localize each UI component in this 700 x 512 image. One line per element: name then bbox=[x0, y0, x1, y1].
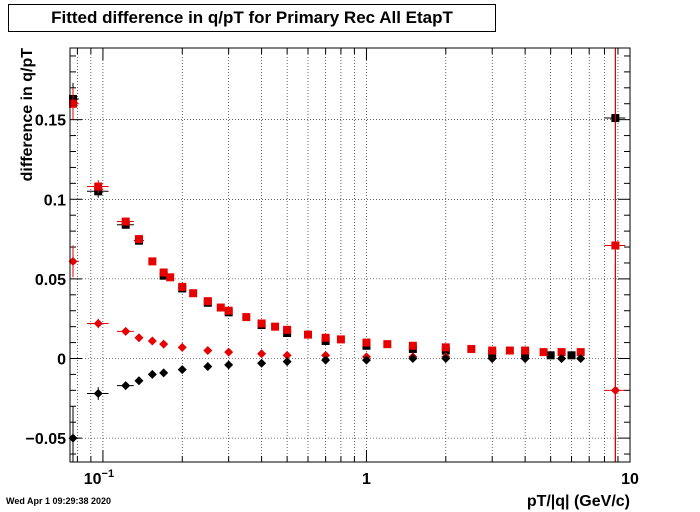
data-point-square bbox=[546, 351, 555, 360]
series-3 bbox=[68, 354, 586, 462]
data-point-diamond bbox=[441, 354, 451, 363]
data-point-diamond bbox=[257, 358, 267, 368]
data-point-diamond bbox=[576, 354, 586, 363]
series-1 bbox=[69, 48, 626, 462]
plot-frame bbox=[69, 47, 631, 463]
data-point-diamond bbox=[93, 389, 103, 399]
y-axis-ticks: −0.05 0 0.05 0.1 0.15 bbox=[26, 55, 630, 455]
data-point-diamond bbox=[147, 336, 157, 346]
data-point-square bbox=[467, 344, 476, 353]
x-axis-title: pT/|q| (GeV/c) bbox=[527, 493, 630, 510]
data-point-diamond bbox=[610, 385, 620, 395]
data-point-diamond bbox=[257, 349, 267, 359]
data-point-diamond bbox=[159, 368, 169, 378]
data-point-square bbox=[148, 257, 157, 266]
data-point-square bbox=[94, 182, 103, 191]
data-point-square bbox=[224, 306, 233, 315]
data-point-square bbox=[283, 325, 292, 334]
data-point-square bbox=[69, 99, 78, 108]
data-point-square bbox=[539, 348, 548, 357]
data-point-diamond bbox=[361, 355, 371, 365]
data-point-diamond bbox=[203, 346, 213, 356]
data-point-square bbox=[488, 346, 497, 355]
data-point-diamond bbox=[487, 354, 497, 363]
data-point-diamond bbox=[224, 360, 234, 370]
data-point-diamond bbox=[93, 318, 103, 328]
y-tick-label: 0.05 bbox=[35, 272, 66, 289]
data-point-square bbox=[303, 330, 312, 339]
data-point-square bbox=[203, 297, 212, 306]
data-point-diamond bbox=[68, 433, 78, 443]
data-series bbox=[68, 48, 626, 462]
data-point-diamond bbox=[321, 350, 331, 360]
data-point-square bbox=[336, 335, 345, 344]
data-point-square bbox=[576, 348, 585, 357]
data-point-square bbox=[383, 340, 392, 349]
data-point-diamond bbox=[134, 333, 144, 343]
data-point-square bbox=[408, 341, 417, 350]
x-tick-label: 1 bbox=[362, 471, 371, 488]
y-tick-label: 0 bbox=[57, 352, 66, 369]
data-point-square bbox=[134, 235, 143, 244]
data-point-square bbox=[557, 348, 566, 357]
data-point-diamond bbox=[177, 365, 187, 375]
data-point-square bbox=[189, 289, 198, 298]
data-point-square bbox=[321, 333, 330, 342]
y-tick-label: −0.05 bbox=[26, 431, 67, 448]
y-axis-title: difference in q/pT bbox=[19, 48, 36, 182]
chart-title: Fitted difference in q/pT for Primary Re… bbox=[8, 4, 496, 32]
data-point-diamond bbox=[408, 354, 418, 363]
data-point-diamond bbox=[134, 376, 144, 386]
data-point-diamond bbox=[159, 339, 169, 349]
x-tick-label: 10 bbox=[621, 471, 639, 488]
data-point-square bbox=[362, 338, 371, 347]
data-point-square bbox=[567, 351, 576, 360]
y-tick-label: 0.1 bbox=[44, 192, 66, 209]
data-point-square bbox=[611, 241, 620, 250]
data-point-diamond bbox=[557, 354, 567, 363]
data-point-diamond bbox=[147, 369, 157, 379]
series-0 bbox=[69, 48, 626, 462]
data-point-diamond bbox=[121, 326, 131, 336]
data-point-square bbox=[441, 343, 450, 352]
data-point-square bbox=[121, 217, 130, 226]
data-point-square bbox=[505, 346, 514, 355]
data-point-diamond bbox=[321, 355, 331, 365]
data-point-square bbox=[159, 268, 168, 277]
data-point-square bbox=[166, 273, 175, 282]
data-point-diamond bbox=[224, 347, 234, 357]
data-point-square bbox=[216, 303, 225, 312]
data-point-diamond bbox=[520, 354, 530, 363]
data-point-square bbox=[178, 282, 187, 291]
data-point-square bbox=[242, 313, 251, 322]
x-axis-ticks: 10−1 1 10 bbox=[76, 48, 639, 488]
data-point-diamond bbox=[177, 342, 187, 352]
data-point-diamond bbox=[282, 350, 292, 360]
data-point-square bbox=[257, 319, 266, 328]
grid-lines bbox=[70, 48, 631, 462]
data-point-diamond bbox=[68, 256, 78, 266]
data-point-square bbox=[521, 346, 530, 355]
x-tick-label: 10−1 bbox=[84, 468, 114, 488]
timestamp: Wed Apr 1 09:29:38 2020 bbox=[6, 496, 112, 506]
y-tick-label: 0.15 bbox=[35, 113, 66, 130]
data-point-diamond bbox=[282, 357, 292, 367]
data-point-square bbox=[271, 322, 280, 331]
data-point-diamond bbox=[203, 361, 213, 371]
data-point-diamond bbox=[121, 381, 131, 391]
